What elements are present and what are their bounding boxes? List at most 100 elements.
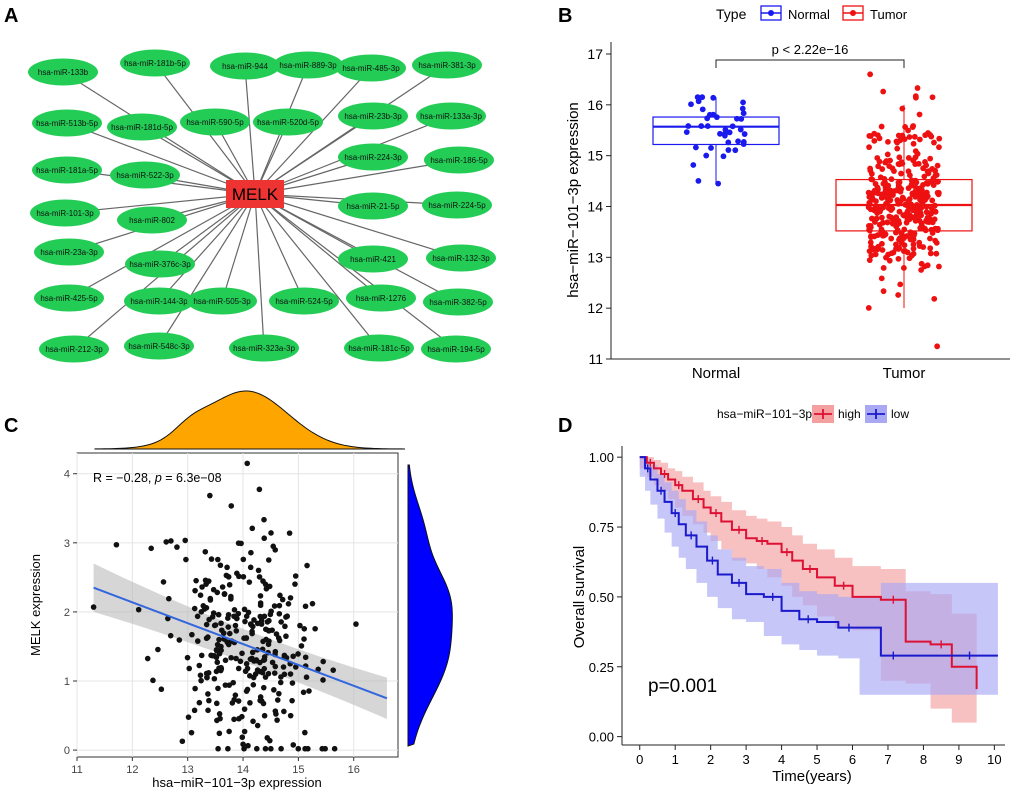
- data-point: [925, 130, 931, 136]
- data-point: [262, 674, 269, 680]
- data-point: [729, 123, 736, 130]
- data-point: [931, 139, 937, 146]
- edge: [254, 193, 265, 349]
- mirna-label: hsa-miR-425-5p: [40, 294, 98, 303]
- data-point: [872, 181, 879, 187]
- data-point: [228, 503, 235, 509]
- data-point: [233, 628, 240, 634]
- data-point: [320, 677, 326, 683]
- data-point: [277, 592, 283, 599]
- data-point: [888, 176, 895, 183]
- data-point: [931, 202, 938, 209]
- data-point: [289, 680, 296, 686]
- y-tick-label: 17: [587, 46, 603, 62]
- x-tick-label: 12: [126, 764, 138, 776]
- data-point: [695, 178, 702, 184]
- data-point: [934, 189, 941, 196]
- data-point: [909, 124, 916, 131]
- data-point: [220, 630, 227, 636]
- data-point: [720, 153, 727, 160]
- data-point: [266, 617, 272, 624]
- data-point: [241, 706, 248, 712]
- data-point: [160, 579, 167, 585]
- data-point: [876, 135, 883, 142]
- x-tick-label: 6: [849, 752, 856, 767]
- data-point: [902, 247, 908, 254]
- data-point: [302, 729, 308, 736]
- data-point: [237, 658, 244, 665]
- data-point: [144, 655, 151, 662]
- data-point: [708, 145, 714, 151]
- data-point: [207, 492, 213, 499]
- data-point: [865, 304, 872, 311]
- data-point: [261, 535, 268, 542]
- data-point: [698, 123, 705, 129]
- mirna-label: hsa-miR-132-3p: [432, 254, 490, 263]
- x-tick-label: 9: [955, 752, 962, 767]
- data-point: [192, 685, 198, 692]
- correlation-label: R = −0.28, p = 6.3e−08: [93, 471, 222, 485]
- mirna-node: [269, 287, 339, 315]
- legend-label-low: low: [891, 407, 909, 421]
- data-point: [271, 603, 278, 609]
- data-point: [235, 665, 242, 672]
- data-point: [898, 239, 905, 246]
- data-point: [910, 241, 917, 248]
- data-point: [916, 239, 923, 246]
- data-point: [927, 245, 934, 252]
- data-point: [895, 292, 902, 298]
- data-point: [910, 245, 917, 252]
- data-point: [215, 611, 222, 618]
- data-point: [880, 88, 887, 95]
- data-point: [879, 247, 886, 253]
- data-point: [330, 667, 337, 673]
- mirna-label: hsa-miR-1276: [356, 294, 407, 303]
- x-density: [94, 390, 406, 450]
- data-point: [158, 686, 165, 693]
- y-tick-label: 0.25: [589, 660, 614, 675]
- data-point: [866, 248, 873, 254]
- data-point: [179, 738, 186, 745]
- data-point: [914, 85, 921, 91]
- data-point: [197, 592, 204, 598]
- x-tick-tumor: Tumor: [883, 365, 926, 382]
- data-point: [912, 154, 919, 161]
- data-point: [272, 648, 279, 655]
- legend-label-normal: Normal: [788, 7, 830, 22]
- mirna-node: [338, 102, 408, 130]
- legend-key-high: [812, 405, 834, 423]
- data-point: [929, 197, 936, 204]
- data-point: [261, 665, 268, 672]
- data-point: [257, 613, 264, 620]
- data-point: [174, 544, 180, 550]
- data-point: [212, 622, 219, 628]
- data-point: [272, 663, 279, 670]
- data-point: [322, 745, 328, 752]
- mirna-node: [423, 288, 493, 316]
- data-point: [264, 735, 271, 741]
- data-point: [715, 180, 722, 187]
- data-point: [243, 688, 250, 694]
- data-point: [228, 654, 234, 661]
- data-point: [710, 111, 717, 118]
- x-tick-label: 4: [778, 752, 785, 767]
- significance-label: p < 2.22e−16: [772, 42, 849, 57]
- y-tick-label: 12: [587, 300, 603, 316]
- mirna-node: [412, 51, 482, 79]
- mirna-label: hsa-miR-181c-5p: [348, 344, 410, 353]
- mirna-label: hsa-miR-101-3p: [36, 209, 94, 218]
- y-ticks: 11 12 13 14 15 16 17: [587, 46, 611, 367]
- data-point: [244, 460, 251, 467]
- data-point: [239, 650, 245, 657]
- data-point: [876, 221, 883, 228]
- survival-curve-high: [639, 456, 978, 690]
- data-point: [216, 711, 223, 717]
- edge: [68, 193, 256, 299]
- data-point: [884, 151, 891, 158]
- data-point: [250, 674, 257, 681]
- mirna-node: [424, 146, 494, 174]
- data-point: [303, 674, 310, 681]
- data-point: [908, 252, 915, 259]
